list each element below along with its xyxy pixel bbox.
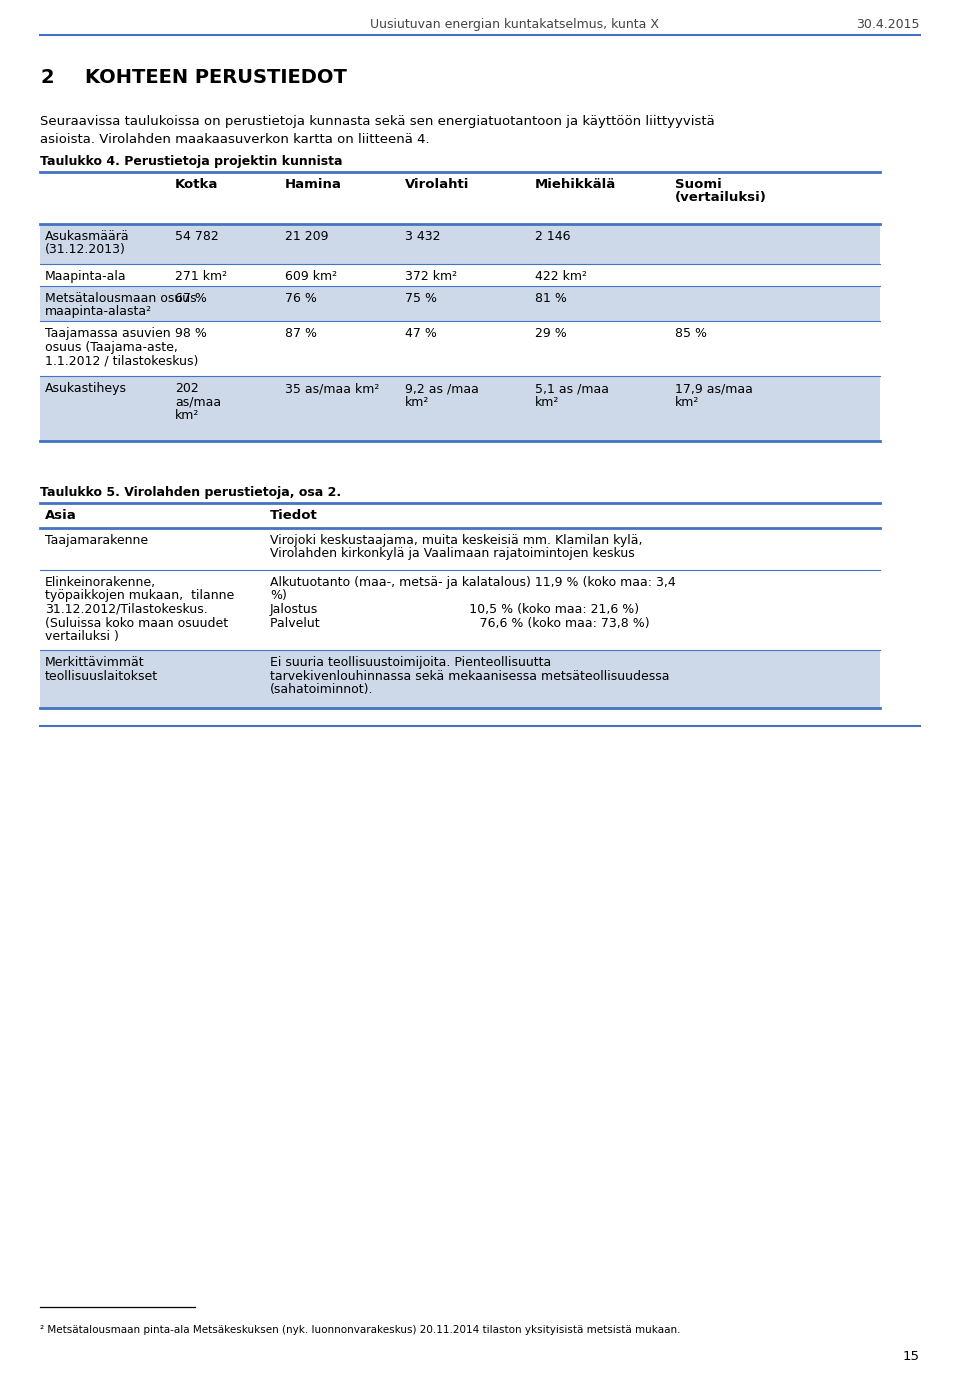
Text: km²: km² [675, 396, 700, 408]
Text: Virojoki keskustaajama, muita keskeisiä mm. Klamilan kylä,: Virojoki keskustaajama, muita keskeisiä … [270, 534, 642, 547]
Text: 85 %: 85 % [675, 327, 707, 340]
Text: tarvekivenlouhinnassa sekä mekaanisessa metsäteollisuudessa: tarvekivenlouhinnassa sekä mekaanisessa … [270, 670, 669, 683]
Text: 15: 15 [903, 1350, 920, 1362]
Bar [40, 651, 880, 708]
Text: 67 %: 67 % [175, 293, 206, 305]
Text: 21 209: 21 209 [285, 230, 328, 242]
Text: 271 km²: 271 km² [175, 270, 228, 283]
Text: Palvelut                                        76,6 % (koko maa: 73,8 %): Palvelut 76,6 % (koko maa: 73,8 %) [270, 617, 650, 630]
Text: 9,2 as /maa: 9,2 as /maa [405, 382, 479, 396]
Text: maapinta-alasta²: maapinta-alasta² [45, 305, 152, 319]
Bar [40, 286, 880, 320]
Text: Virolahden kirkonkylä ja Vaalimaan rajatoimintojen keskus: Virolahden kirkonkylä ja Vaalimaan rajat… [270, 547, 635, 560]
Text: asioista. Virolahden maakaasuverkon kartta on liitteenä 4.: asioista. Virolahden maakaasuverkon kart… [40, 132, 430, 146]
Text: 2 146: 2 146 [535, 230, 570, 242]
Text: %): %) [270, 589, 287, 603]
Text: (Suluissa koko maan osuudet: (Suluissa koko maan osuudet [45, 617, 228, 630]
Text: 81 %: 81 % [535, 293, 566, 305]
Text: Kotka: Kotka [175, 178, 218, 191]
Bar [40, 224, 880, 265]
Text: 75 %: 75 % [405, 293, 437, 305]
Text: Maapinta-ala: Maapinta-ala [45, 270, 127, 283]
Text: ² Metsätalousmaan pinta-ala Metsäkeskuksen (nyk. luonnonvarakeskus) 20.11.2014 t: ² Metsätalousmaan pinta-ala Metsäkeskuks… [40, 1325, 681, 1334]
Text: Uusiutuvan energian kuntakatselmus, kunta X: Uusiutuvan energian kuntakatselmus, kunt… [370, 18, 659, 31]
Bar [40, 265, 880, 286]
Text: Miehikkälä: Miehikkälä [535, 178, 616, 191]
Text: 47 %: 47 % [405, 327, 437, 340]
Text: km²: km² [175, 410, 200, 422]
Bar [40, 320, 880, 376]
Text: Taulukko 4. Perustietoja projektin kunnista: Taulukko 4. Perustietoja projektin kunni… [40, 155, 343, 169]
Text: 422 km²: 422 km² [535, 270, 587, 283]
Text: Suomi: Suomi [675, 178, 722, 191]
Text: as/maa: as/maa [175, 396, 221, 408]
Text: Asukastiheys: Asukastiheys [45, 382, 127, 396]
Text: km²: km² [405, 396, 429, 408]
Text: 3 432: 3 432 [405, 230, 441, 242]
Text: 87 %: 87 % [285, 327, 317, 340]
Text: 202: 202 [175, 382, 199, 396]
Bar [40, 570, 880, 651]
Text: (vertailuksi): (vertailuksi) [675, 191, 767, 205]
Text: (sahatoiminnot).: (sahatoiminnot). [270, 683, 373, 696]
Text: 31.12.2012/Tilastokeskus.: 31.12.2012/Tilastokeskus. [45, 603, 207, 616]
Text: Metsätalousmaan osuus: Metsätalousmaan osuus [45, 293, 197, 305]
Text: osuus (Taajama-aste,: osuus (Taajama-aste, [45, 340, 178, 354]
Text: 29 %: 29 % [535, 327, 566, 340]
Text: Jalostus                                      10,5 % (koko maa: 21,6 %): Jalostus 10,5 % (koko maa: 21,6 %) [270, 603, 640, 616]
Text: 30.4.2015: 30.4.2015 [856, 18, 920, 31]
Text: 98 %: 98 % [175, 327, 206, 340]
Text: Taajamassa asuvien: Taajamassa asuvien [45, 327, 171, 340]
Text: Asia: Asia [45, 508, 77, 522]
Text: 609 km²: 609 km² [285, 270, 337, 283]
Text: KOHTEEN PERUSTIEDOT: KOHTEEN PERUSTIEDOT [85, 68, 347, 86]
Text: 372 km²: 372 km² [405, 270, 457, 283]
Bar [40, 528, 880, 570]
Text: Ei suuria teollisuustoimijoita. Pienteollisuutta: Ei suuria teollisuustoimijoita. Pienteol… [270, 656, 551, 669]
Text: työpaikkojen mukaan,  tilanne: työpaikkojen mukaan, tilanne [45, 589, 234, 603]
Text: Taajamarakenne: Taajamarakenne [45, 534, 148, 547]
Text: 1.1.2012 / tilastokeskus): 1.1.2012 / tilastokeskus) [45, 354, 199, 366]
Text: 5,1 as /maa: 5,1 as /maa [535, 382, 609, 396]
Text: 17,9 as/maa: 17,9 as/maa [675, 382, 753, 396]
Text: Seuraavissa taulukoissa on perustietoja kunnasta sekä sen energiatuotantoon ja k: Seuraavissa taulukoissa on perustietoja … [40, 116, 715, 128]
Text: Taulukko 5. Virolahden perustietoja, osa 2.: Taulukko 5. Virolahden perustietoja, osa… [40, 486, 341, 499]
Text: 2: 2 [40, 68, 54, 86]
Text: Merkittävimmät: Merkittävimmät [45, 656, 145, 669]
Text: Hamina: Hamina [285, 178, 342, 191]
Text: (31.12.2013): (31.12.2013) [45, 244, 126, 256]
Text: Tiedot: Tiedot [270, 508, 318, 522]
Text: Alkutuotanto (maa-, metsä- ja kalatalous) 11,9 % (koko maa: 3,4: Alkutuotanto (maa-, metsä- ja kalatalous… [270, 575, 676, 589]
Text: 76 %: 76 % [285, 293, 317, 305]
Text: Asukasmäärä: Asukasmäärä [45, 230, 130, 242]
Text: vertailuksi ): vertailuksi ) [45, 630, 119, 644]
Text: teollisuuslaitokset: teollisuuslaitokset [45, 670, 158, 683]
Text: km²: km² [535, 396, 560, 408]
Text: Virolahti: Virolahti [405, 178, 469, 191]
Text: 35 as/maa km²: 35 as/maa km² [285, 382, 379, 396]
Bar [40, 376, 880, 442]
Text: Elinkeinorakenne,: Elinkeinorakenne, [45, 575, 156, 589]
Text: 54 782: 54 782 [175, 230, 219, 242]
